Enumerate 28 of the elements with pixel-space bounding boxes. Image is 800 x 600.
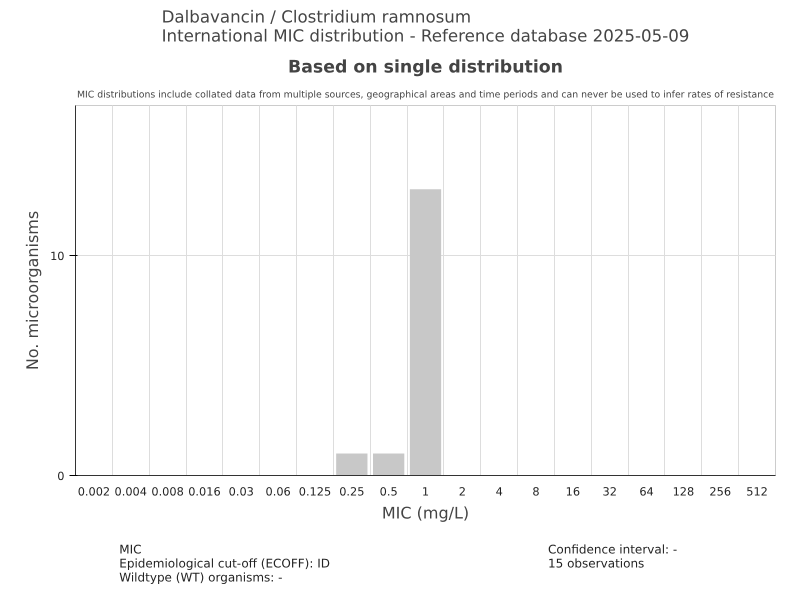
x-tick-label: 8	[532, 484, 540, 498]
x-tick-label: 1	[422, 484, 430, 498]
y-tick-label: 0	[57, 469, 65, 483]
x-tick-label: 4	[496, 484, 503, 498]
x-tick-label: 0.008	[151, 484, 184, 498]
chart-subtitle: Based on single distribution	[288, 58, 564, 78]
x-tick-label: 0.016	[188, 484, 221, 498]
x-tick-label: 0.03	[228, 484, 254, 498]
x-tick-label: 0.002	[78, 484, 110, 498]
x-tick-label: 128	[672, 484, 694, 498]
x-tick-label: 32	[602, 484, 617, 498]
x-tick-label: 0.004	[114, 484, 147, 498]
chart-title: Dalbavancin / Clostridium ramnosum International MIC distribution - Reference database 2025-05-09	[162, 8, 690, 46]
x-tick-label: 512	[746, 484, 768, 498]
y-tick-label: 10	[50, 248, 65, 263]
x-tick-label: 0.06	[266, 484, 291, 498]
x-tick-label: 0.5	[380, 484, 398, 498]
text: Confidence interval: - 15 observations	[548, 542, 678, 570]
x-tick-label: 2	[458, 484, 466, 498]
x-tick-label: 256	[709, 484, 732, 498]
text: MIC distributions include collated data from multiple sources, geographical areas and time periods and can never be used to infer rates of resistance	[76, 90, 774, 100]
x-axis-title: MIC (mg/L)	[382, 504, 470, 522]
y-axis-title: No. microorganisms	[23, 210, 42, 370]
x-tick-label: 0.25	[339, 484, 364, 498]
text: MIC Epidemiological cut-off (ECOFF): ID Wildtype (WT) organisms: -	[119, 542, 330, 584]
x-tick-label: 64	[639, 484, 654, 498]
x-tick-label: 0.125	[298, 484, 332, 498]
x-tick-label: 16	[566, 484, 580, 498]
